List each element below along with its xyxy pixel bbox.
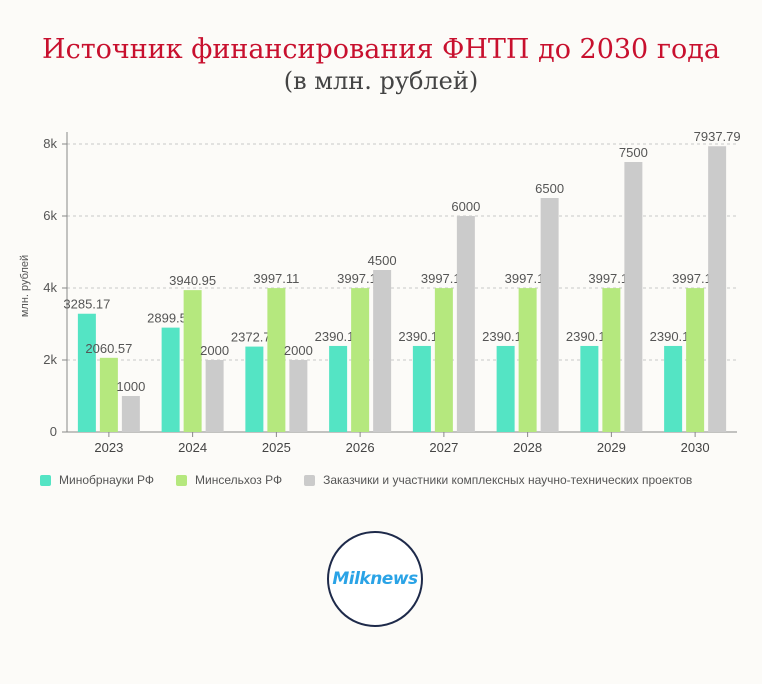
bar xyxy=(289,360,308,432)
bar xyxy=(496,345,515,432)
bar-value-label: 7937.79 xyxy=(694,129,741,144)
logo-text: Milknews xyxy=(332,569,418,589)
x-tick-label: 2027 xyxy=(429,440,458,455)
bar xyxy=(351,288,370,432)
bar-value-label: 3997.11 xyxy=(505,271,551,286)
x-tick-label: 2029 xyxy=(597,440,626,455)
bar-value-label: 3997.11 xyxy=(672,271,718,286)
bar-value-label: 2000 xyxy=(200,343,229,358)
bar xyxy=(540,198,559,432)
bar-value-label: 2390.17 xyxy=(566,329,613,344)
x-tick-label: 2026 xyxy=(346,440,375,455)
bar xyxy=(664,345,683,432)
bar-value-label: 2372.72 xyxy=(231,330,278,345)
bar-value-label: 6000 xyxy=(451,199,480,214)
y-axis-label: млн. рублей xyxy=(19,255,31,317)
bar xyxy=(245,346,264,432)
bar xyxy=(329,345,348,432)
bar xyxy=(456,216,475,432)
legend-swatch-zakazchiki xyxy=(304,474,316,486)
milknews-logo: Milknews xyxy=(327,531,423,627)
bar-value-label: 2390.17 xyxy=(398,329,445,344)
bar xyxy=(624,162,643,432)
bar xyxy=(99,357,118,432)
bar xyxy=(602,288,621,432)
bar-value-label: 2899.52 xyxy=(147,311,194,326)
bar xyxy=(518,288,537,432)
bar xyxy=(434,288,453,432)
chart-subtitle: (в млн. рублей) xyxy=(283,67,479,95)
chart-legend: Минобрнауки РФ Минсельхоз РФ Заказчики и… xyxy=(40,473,714,487)
bar xyxy=(412,345,431,432)
bar xyxy=(161,327,180,432)
bar-value-label: 2060.57 xyxy=(85,341,132,356)
bar xyxy=(373,270,392,432)
bar xyxy=(121,396,140,432)
legend-swatch-minobr xyxy=(40,474,51,486)
bar-value-label: 3940.95 xyxy=(169,273,216,288)
bar xyxy=(205,360,224,432)
x-tick-label: 2025 xyxy=(262,440,291,455)
bar xyxy=(708,146,727,432)
bar-value-label: 3997.11 xyxy=(421,271,467,286)
bar-value-label: 6500 xyxy=(535,181,564,196)
x-tick-label: 2028 xyxy=(513,440,542,455)
bar-value-label: 3997.11 xyxy=(588,271,634,286)
bar-value-label: 4500 xyxy=(368,253,397,268)
bar-value-label: 3997.11 xyxy=(253,271,299,286)
bar-value-label: 3285.17 xyxy=(63,297,110,312)
x-tick-label: 2030 xyxy=(681,440,710,455)
bar xyxy=(183,290,202,432)
bar-value-label: 2390.17 xyxy=(315,329,362,344)
legend-item-zakazchiki[interactable]: Заказчики и участники комплексных научно… xyxy=(304,473,692,487)
bar xyxy=(580,345,599,432)
x-tick-label: 2023 xyxy=(94,440,123,455)
bar xyxy=(267,288,286,432)
legend-item-minselhoz[interactable]: Минсельхоз РФ xyxy=(176,473,282,487)
chart-title: Источник финансирования ФНТП до 2030 год… xyxy=(42,34,720,65)
bar xyxy=(77,313,96,432)
bar-value-label: 7500 xyxy=(619,145,648,160)
y-tick-label: 6k xyxy=(43,208,57,223)
legend-label-zakazchiki: Заказчики и участники комплексных научно… xyxy=(323,473,693,487)
bar-value-label: 2390.17 xyxy=(482,329,529,344)
bar-value-label: 3997.11 xyxy=(337,271,383,286)
legend-label-minobr: Минобрнауки РФ xyxy=(59,473,154,487)
y-tick-label: 0 xyxy=(50,424,57,439)
bar-value-label: 1000 xyxy=(116,379,145,394)
legend-label-minselhoz: Минсельхоз РФ xyxy=(195,473,283,487)
bar-value-label: 2000 xyxy=(284,343,313,358)
legend-swatch-minselhoz xyxy=(176,474,187,486)
y-tick-label: 4k xyxy=(43,280,57,295)
bar-chart: 0 2k 4k 6k 8k млн. рублей 3285.17 2060.57 1000 20… xyxy=(19,129,741,455)
bar xyxy=(686,288,705,432)
x-tick-label: 2024 xyxy=(178,440,207,455)
y-tick-label: 2k xyxy=(43,352,57,367)
bar-value-label: 2390.17 xyxy=(650,329,697,344)
y-tick-label: 8k xyxy=(43,136,57,151)
legend-item-minobr[interactable]: Минобрнауки РФ xyxy=(40,473,154,487)
